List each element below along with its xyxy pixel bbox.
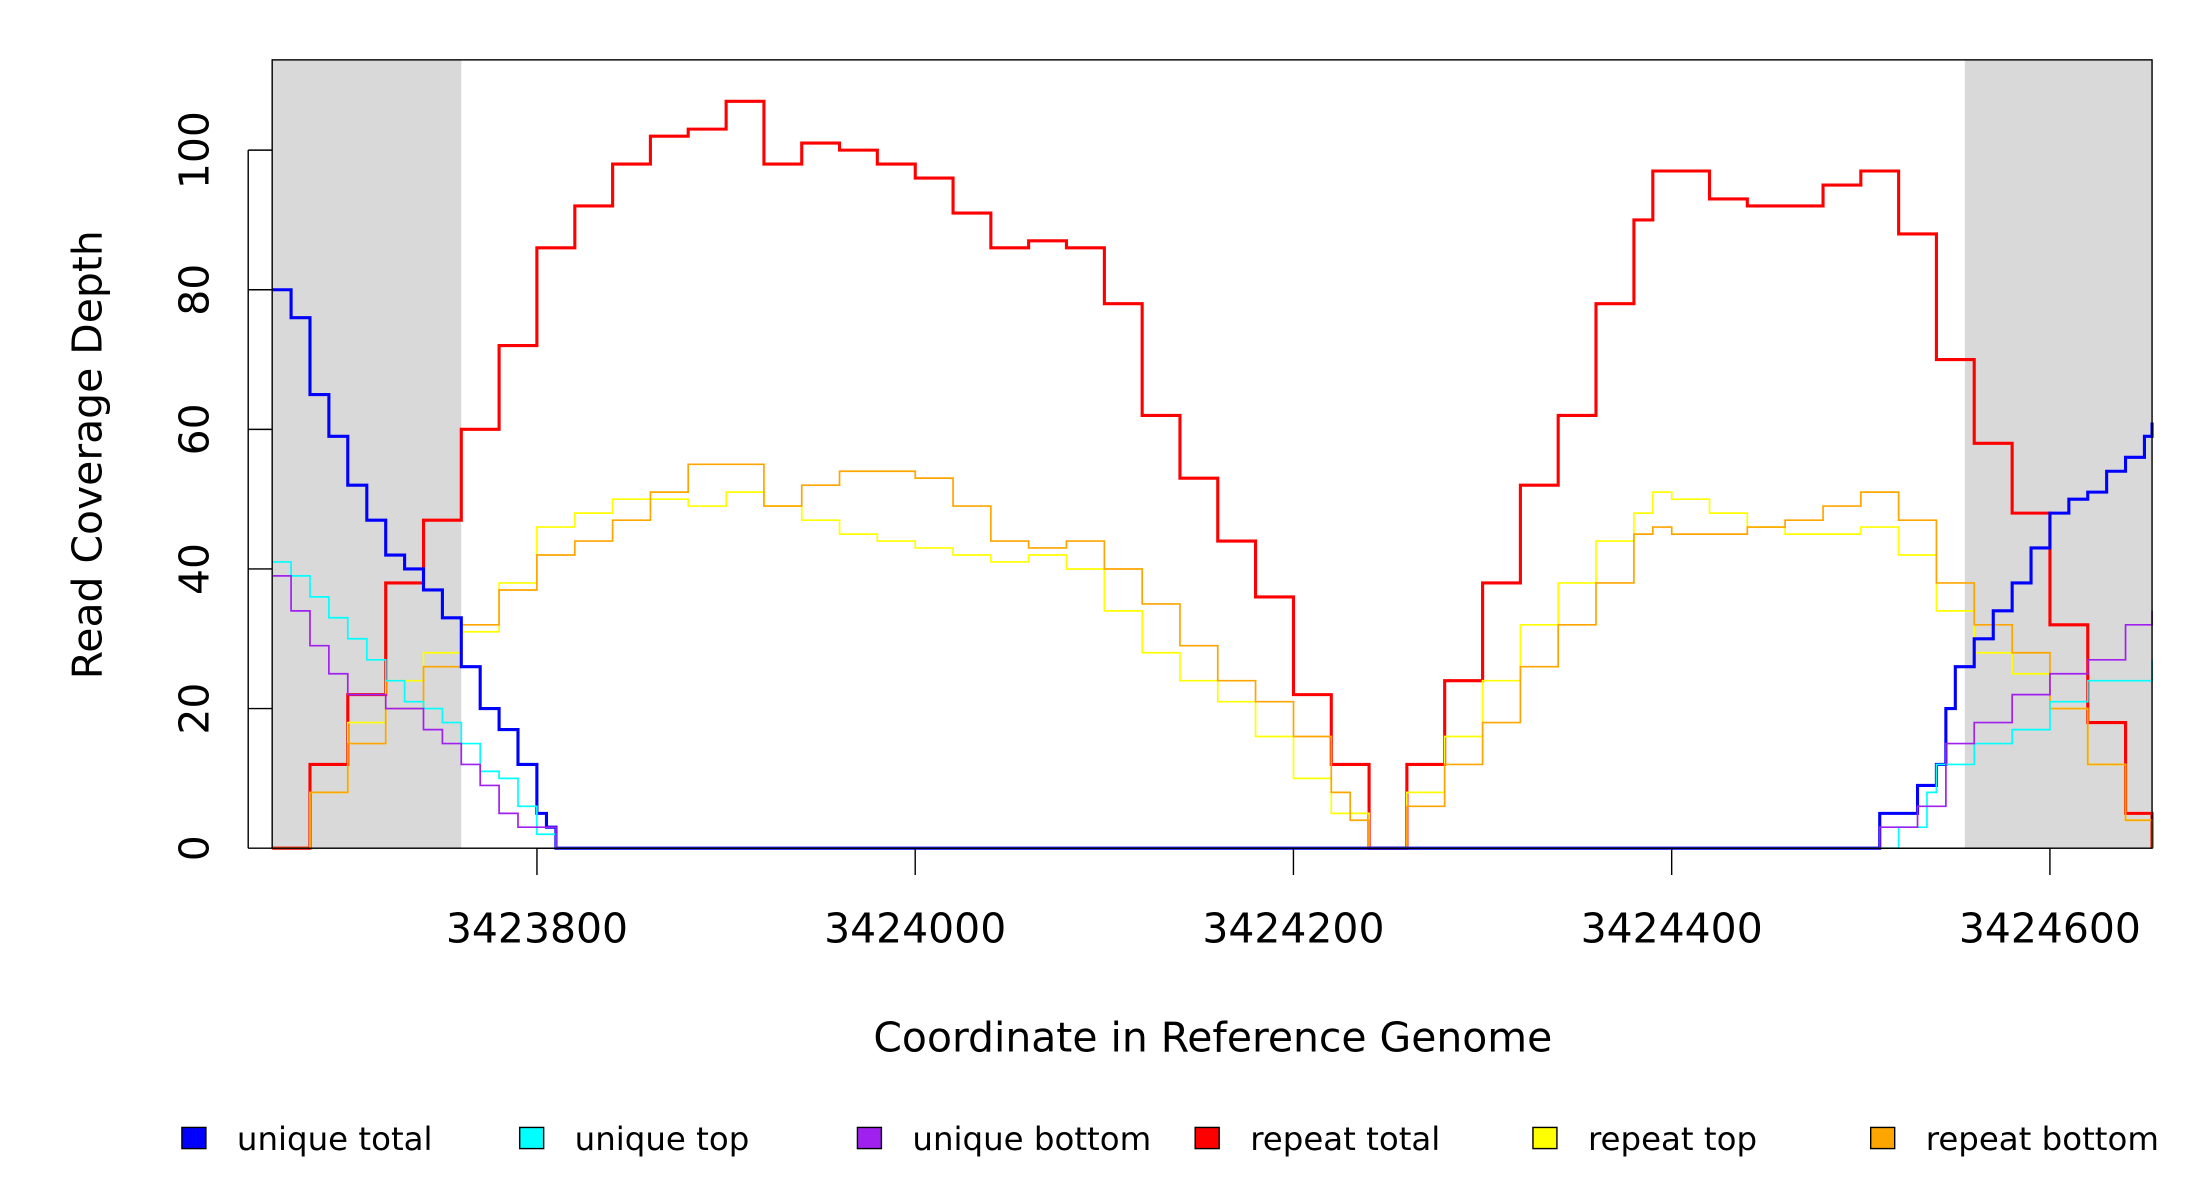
x-tick-label: 3424000	[824, 905, 1006, 953]
legend-swatch	[181, 1126, 207, 1150]
y-tick-label: 60	[171, 403, 219, 455]
y-axis: 0 20 40 60 80 100	[171, 111, 273, 861]
legend: unique total unique top unique bottom repea…	[181, 1120, 2159, 1158]
legend-label: repeat bottom	[1926, 1120, 2159, 1158]
legend-item-repeat-total: repeat total	[1194, 1120, 1440, 1158]
x-tick-label: 3424400	[1581, 905, 1763, 953]
shaded-region-1	[1964, 59, 2153, 849]
y-tick-label: 80	[171, 264, 219, 316]
legend-item-repeat-bottom: repeat bottom	[1870, 1120, 2159, 1158]
legend-item-unique-top: unique top	[518, 1120, 750, 1158]
legend-swatch	[1870, 1126, 1896, 1150]
legend-label: unique bottom	[912, 1120, 1151, 1158]
legend-label: unique total	[237, 1120, 433, 1158]
y-axis-title: Read Coverage Depth	[64, 230, 112, 679]
x-axis-title: Coordinate in Reference Genome	[873, 1013, 1552, 1061]
y-tick-label: 20	[171, 683, 219, 735]
x-tick-label: 3424600	[1959, 905, 2141, 953]
legend-swatch	[518, 1126, 545, 1150]
legend-item-unique-bottom: unique bottom	[856, 1120, 1151, 1158]
series-lines	[272, 99, 2154, 850]
shaded-region-0	[272, 59, 462, 849]
legend-label: repeat total	[1250, 1120, 1440, 1158]
x-tick-label: 3423800	[446, 905, 628, 953]
legend-item-repeat-top: repeat top	[1532, 1120, 1757, 1158]
y-tick-label: 40	[171, 543, 219, 595]
legend-label: unique top	[575, 1120, 750, 1158]
series-repeat-total	[272, 99, 2154, 850]
y-tick-label: 100	[171, 111, 219, 189]
shaded-regions	[272, 59, 2153, 849]
series-repeat-top	[272, 491, 2153, 850]
x-tick-label: 3424200	[1202, 905, 1384, 953]
legend-label: repeat top	[1588, 1120, 1757, 1158]
legend-swatch	[1532, 1126, 1558, 1150]
series-unique-top	[272, 561, 2153, 850]
legend-swatch	[856, 1126, 883, 1150]
series-unique-bottom	[272, 575, 2153, 850]
series-repeat-bottom	[272, 463, 2153, 850]
series-unique-total	[272, 288, 2154, 850]
legend-swatch	[1194, 1126, 1220, 1150]
x-axis: 3423800 3424000 3424200 3424400 3424600	[446, 847, 2141, 953]
y-tick-label: 0	[171, 835, 219, 861]
plot-frame	[271, 59, 2153, 849]
legend-item-unique-total: unique total	[181, 1120, 433, 1158]
